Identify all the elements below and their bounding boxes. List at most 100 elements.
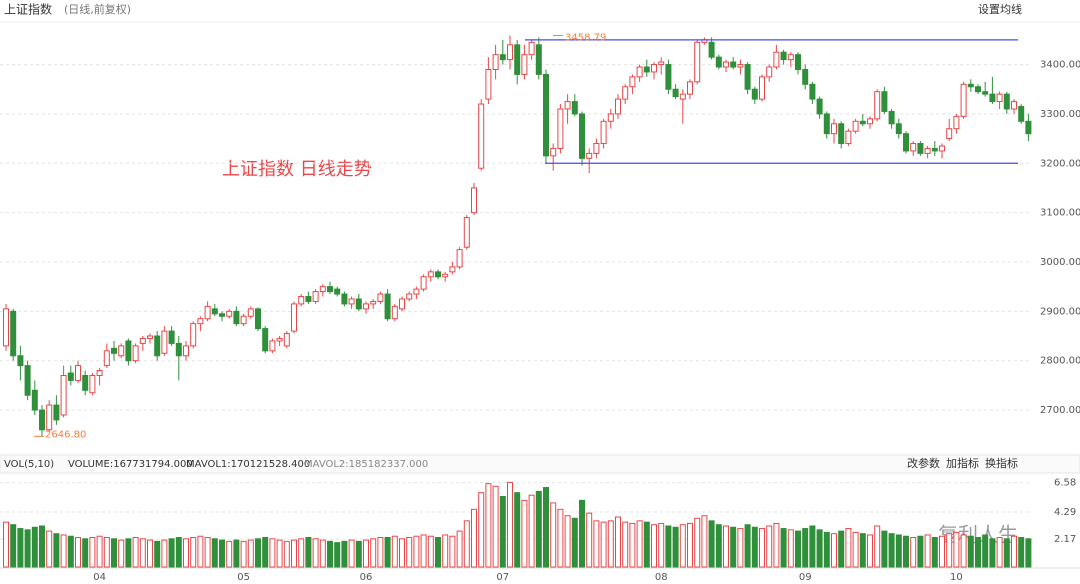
- volume-bar: [471, 508, 477, 568]
- candle-body: [255, 308, 261, 330]
- volume-bar: [514, 492, 521, 568]
- volume-bar: [672, 526, 679, 568]
- volume-bar: [269, 538, 276, 568]
- candle-body: [859, 120, 866, 125]
- button[interactable]: 换指标: [985, 456, 1018, 470]
- volume-bar: [679, 524, 686, 568]
- volume-bar: [3, 521, 9, 568]
- volume-bar: [960, 534, 967, 568]
- volume-bar: [363, 539, 369, 568]
- candle-body: [175, 342, 182, 357]
- y-tick-label: 3200.00: [1040, 158, 1080, 169]
- volume-bar: [831, 533, 837, 568]
- candle-body: [485, 68, 492, 100]
- volume-bar: [370, 538, 377, 568]
- volume-bar: [1025, 538, 1032, 568]
- chart-title: 上证指数: [4, 2, 52, 17]
- candle-body: [262, 328, 269, 352]
- candle-body: [838, 123, 845, 145]
- volume-bar: [701, 515, 708, 568]
- candle-body: [478, 103, 485, 169]
- candle-body: [456, 249, 463, 268]
- volume-text: VOLUME:167731794.000: [68, 459, 193, 470]
- y-tick-label: 4.29: [1054, 507, 1076, 518]
- volume-bar: [895, 534, 902, 568]
- candle-body: [967, 83, 974, 88]
- candle-body: [82, 374, 89, 391]
- volume-bar: [291, 539, 297, 568]
- candle-body: [67, 372, 74, 381]
- candle-body: [17, 355, 24, 367]
- candle-body: [492, 54, 499, 70]
- y-tick-label: 3000.00: [1040, 257, 1080, 268]
- button[interactable]: 加指标: [946, 456, 979, 470]
- candle-body: [168, 330, 175, 344]
- volume-bar: [881, 530, 888, 568]
- candle-body: [751, 88, 758, 100]
- volume-bar: [694, 517, 701, 568]
- volume-bar: [420, 534, 427, 568]
- candle-body: [190, 323, 197, 347]
- volume-bar: [147, 539, 153, 568]
- candle-body: [795, 54, 801, 70]
- mavol1-text: MAVOL1:170121528.400: [186, 459, 310, 470]
- volume-bar: [867, 534, 873, 568]
- volume-bar: [226, 540, 233, 568]
- volume-bar: [31, 526, 38, 568]
- volume-bar: [399, 538, 405, 568]
- candle-body: [276, 337, 283, 342]
- volume-bar: [737, 528, 744, 568]
- ma-settings[interactable]: 设置均线: [978, 2, 1022, 16]
- volume-bar: [154, 540, 161, 568]
- candle-body: [665, 64, 672, 90]
- candle-body: [240, 315, 247, 325]
- candle-body: [622, 86, 629, 100]
- volume-bar: [463, 520, 470, 568]
- x-tick-label: 04: [93, 572, 106, 583]
- volume-bar: [442, 534, 449, 568]
- volume-bar: [809, 525, 816, 568]
- candle-body: [291, 303, 297, 332]
- volume-bar: [305, 537, 312, 568]
- candle-body: [766, 66, 773, 78]
- volume-bar: [478, 492, 485, 568]
- candle-body: [910, 143, 917, 152]
- volume-bar: [1018, 537, 1025, 568]
- volume-bar: [391, 535, 398, 568]
- volume-bar: [557, 508, 564, 568]
- button[interactable]: 改参数: [907, 456, 940, 470]
- candle-body: [737, 64, 744, 68]
- candle-body: [348, 298, 355, 305]
- volume-bar: [499, 496, 506, 568]
- candle-body: [305, 296, 312, 302]
- candle-body: [60, 374, 67, 416]
- candle-body: [679, 93, 686, 100]
- candle-body: [139, 337, 146, 344]
- candle-body: [903, 133, 909, 152]
- x-tick-label: 07: [496, 572, 509, 583]
- y-tick-label: 2900.00: [1040, 306, 1080, 317]
- candle-body: [852, 120, 859, 132]
- candle-body: [651, 64, 657, 73]
- volume-bar: [953, 531, 960, 568]
- candle-body: [816, 98, 823, 115]
- candle-body: [895, 123, 902, 135]
- candle-body: [327, 286, 333, 293]
- volume-bar: [89, 537, 96, 568]
- candle-body: [435, 271, 441, 278]
- candle-body: [629, 76, 636, 88]
- candle-body: [521, 54, 528, 75]
- volume-bar: [413, 535, 420, 568]
- volume-bar: [262, 537, 269, 568]
- candle-body: [809, 83, 816, 100]
- volume-bar: [586, 512, 593, 568]
- volume-bar: [211, 538, 218, 568]
- candle-body: [183, 345, 189, 357]
- candle-body: [312, 291, 319, 302]
- candle-body: [298, 296, 305, 305]
- volume-bar: [247, 539, 254, 568]
- volume-bar: [46, 530, 53, 568]
- volume-bar: [456, 530, 463, 568]
- volume-bar: [795, 530, 801, 568]
